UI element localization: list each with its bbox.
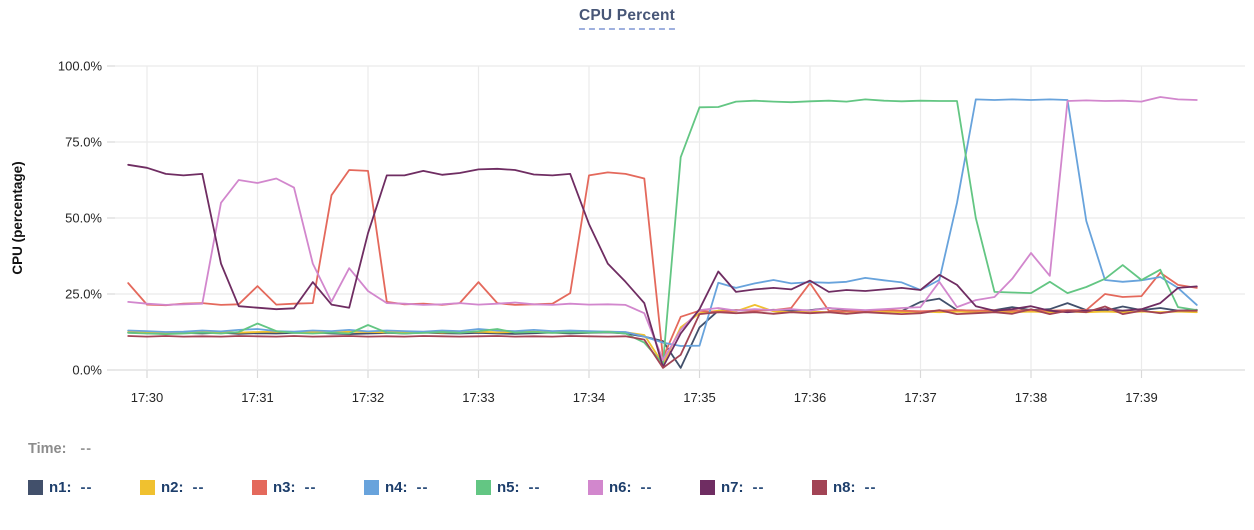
- time-value: --: [80, 441, 93, 457]
- legend-value-n2: --: [192, 479, 205, 496]
- x-tick-label-17:31: 17:31: [241, 390, 274, 405]
- legend-swatch-n2: [140, 480, 155, 495]
- legend-value-n8: --: [864, 479, 877, 496]
- legend-item-n7[interactable]: n7: --: [700, 479, 812, 496]
- legend-value-n5: --: [528, 479, 541, 496]
- y-tick-label-25: 25.0%: [65, 287, 102, 302]
- series-line-n4[interactable]: [127, 98, 1198, 347]
- time-label: Time:: [28, 441, 67, 457]
- legend-label-n4: n4:: [385, 479, 408, 496]
- legend-item-n2[interactable]: n2: --: [140, 479, 252, 496]
- legend-item-n3[interactable]: n3: --: [252, 479, 364, 496]
- legend-label-n7: n7:: [721, 479, 744, 496]
- x-tick-label-17:30: 17:30: [131, 390, 164, 405]
- series-line-n8[interactable]: [127, 305, 1198, 369]
- y-tick-label-50: 50.0%: [65, 211, 102, 226]
- series-layer: [127, 96, 1198, 369]
- x-tick-label-17:32: 17:32: [352, 390, 385, 405]
- y-tick-label-0: 0.0%: [72, 363, 102, 378]
- legend-value-n3: --: [304, 479, 317, 496]
- legend-swatch-n1: [28, 480, 43, 495]
- legend-item-n1[interactable]: n1: --: [28, 479, 140, 496]
- legend-label-n1: n1:: [49, 479, 72, 496]
- y-tick-label-100: 100.0%: [58, 59, 103, 74]
- x-tick-label-17:35: 17:35: [683, 390, 716, 405]
- legend-swatch-n6: [588, 480, 603, 495]
- time-readout: Time: --: [28, 441, 92, 457]
- legend-item-n6[interactable]: n6: --: [588, 479, 700, 496]
- cpu-percent-chart[interactable]: 0.0% 25.0% 50.0% 75.0% 100.0% 17:30 17:31 17:32…: [0, 0, 1254, 425]
- legend-item-n5[interactable]: n5: --: [476, 479, 588, 496]
- legend-value-n4: --: [416, 479, 429, 496]
- legend-swatch-n5: [476, 480, 491, 495]
- series-line-n3[interactable]: [127, 169, 1198, 359]
- chart-title[interactable]: CPU Percent: [578, 7, 676, 30]
- series-line-n5[interactable]: [127, 98, 1198, 365]
- x-tick-label-17:36: 17:36: [794, 390, 827, 405]
- x-tick-label-17:38: 17:38: [1015, 390, 1048, 405]
- legend-label-n3: n3:: [273, 479, 296, 496]
- y-axis-title: CPU (percentage): [10, 161, 25, 274]
- legend-value-n7: --: [752, 479, 765, 496]
- legend-label-n2: n2:: [161, 479, 184, 496]
- legend-value-n6: --: [640, 479, 653, 496]
- x-tick-label-17:33: 17:33: [462, 390, 495, 405]
- x-tick-label-17:37: 17:37: [904, 390, 937, 405]
- legend-swatch-n3: [252, 480, 267, 495]
- legend-label-n6: n6:: [609, 479, 632, 496]
- legend-swatch-n7: [700, 480, 715, 495]
- legend-label-n8: n8:: [833, 479, 856, 496]
- legend-item-n8[interactable]: n8: --: [812, 479, 924, 496]
- series-line-n6[interactable]: [127, 96, 1198, 361]
- series-legend: n1: -- n2: -- n3: -- n4: -- n5: -- n6: -- n7: -- n8: --: [28, 479, 924, 496]
- legend-item-n4[interactable]: n4: --: [364, 479, 476, 496]
- legend-label-n5: n5:: [497, 479, 520, 496]
- legend-swatch-n4: [364, 480, 379, 495]
- y-tick-label-75: 75.0%: [65, 135, 102, 150]
- legend-swatch-n8: [812, 480, 827, 495]
- grid-layer: [115, 65, 1245, 371]
- x-tick-label-17:39: 17:39: [1125, 390, 1158, 405]
- axis-layer: 0.0% 25.0% 50.0% 75.0% 100.0% 17:30 17:31 17:32…: [58, 59, 1158, 406]
- x-tick-label-17:34: 17:34: [573, 390, 606, 405]
- legend-value-n1: --: [80, 479, 93, 496]
